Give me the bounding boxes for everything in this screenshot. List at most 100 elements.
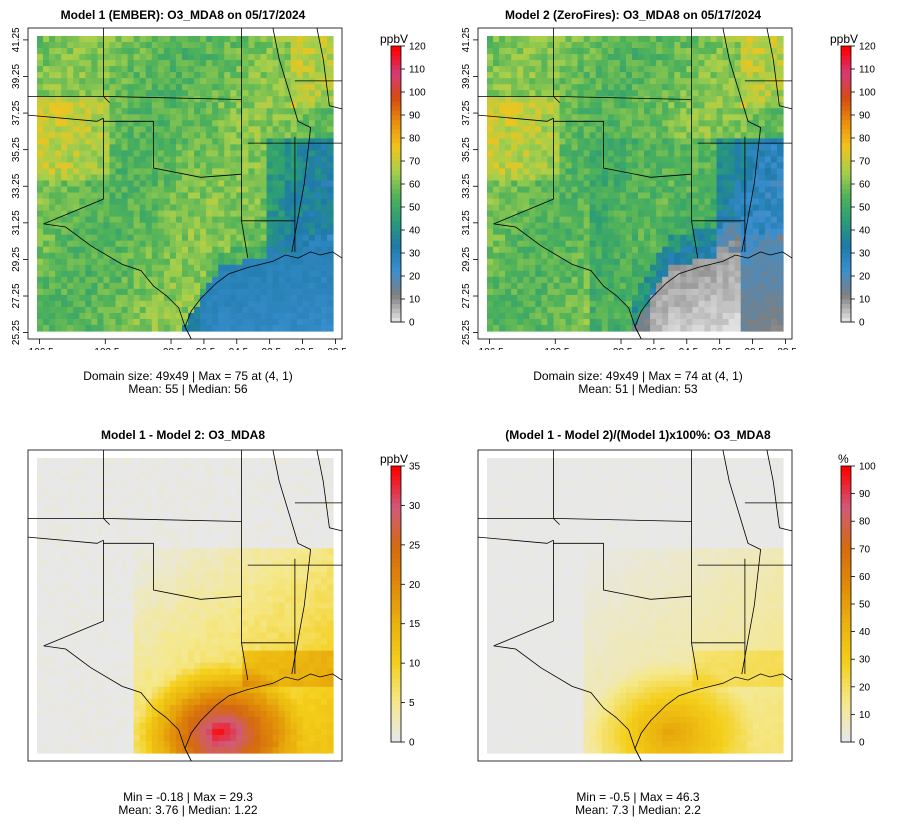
heatmap-cell <box>547 300 555 308</box>
heatmap-cell <box>595 222 603 230</box>
heatmap-cell <box>776 204 784 212</box>
heatmap-cell <box>61 324 68 332</box>
heatmap-cell <box>656 180 663 188</box>
heatmap-cell <box>601 156 609 164</box>
heatmap-cell <box>722 192 730 200</box>
heatmap-cell <box>115 186 123 194</box>
heatmap-cell <box>613 108 621 115</box>
heatmap-cell <box>734 324 742 332</box>
heatmap-cell <box>650 60 657 67</box>
heatmap-cell <box>716 270 724 278</box>
heatmap-cell <box>151 306 159 314</box>
heatmap-cell <box>589 192 597 200</box>
heatmap-cell <box>644 84 651 91</box>
heatmap-cell <box>758 270 766 278</box>
heatmap-cell <box>85 210 92 218</box>
heatmap-cell <box>67 174 74 182</box>
heatmap-cell <box>746 90 754 97</box>
heatmap-cell <box>638 84 645 91</box>
heatmap-cell <box>109 282 117 290</box>
heatmap-cell <box>517 72 524 79</box>
heatmap-cell <box>145 192 153 200</box>
heatmap-cell <box>758 312 766 320</box>
heatmap-cell <box>133 138 141 145</box>
heatmap-cell <box>740 108 748 115</box>
heatmap-cell <box>499 96 506 103</box>
heatmap-cell <box>674 222 681 230</box>
heatmap-cell <box>571 144 579 151</box>
heatmap-cell <box>547 162 555 170</box>
heatmap-cell <box>776 138 784 145</box>
heatmap-cell <box>97 324 105 332</box>
heatmap-cell <box>236 72 243 79</box>
heatmap-cell <box>278 270 286 278</box>
heatmap-cell <box>535 234 542 242</box>
heatmap-cell <box>541 324 549 332</box>
heatmap-cell <box>127 306 135 314</box>
heatmap-cell <box>254 90 262 97</box>
heatmap-cell <box>710 156 718 164</box>
heatmap-cell <box>656 114 663 121</box>
heatmap-cell <box>266 36 274 43</box>
heatmap-cell <box>487 180 494 188</box>
heatmap-cell <box>272 300 280 308</box>
heatmap-cell <box>571 150 579 158</box>
heatmap-cell <box>613 84 621 91</box>
heatmap-cell <box>127 84 135 91</box>
heatmap-cell <box>583 114 591 121</box>
heatmap-cell <box>97 282 105 290</box>
heatmap-cell <box>242 186 250 194</box>
heatmap-cell <box>206 108 213 115</box>
heatmap-cell <box>613 258 621 266</box>
heatmap-cell <box>188 186 195 194</box>
heatmap-cell <box>284 48 292 55</box>
heatmap-cell <box>487 84 494 91</box>
heatmap-cell <box>505 156 512 164</box>
heatmap-cell <box>79 102 86 109</box>
heatmap-cell <box>79 60 86 67</box>
heatmap-cell <box>613 72 621 79</box>
heatmap-cell <box>776 222 784 230</box>
heatmap-cell <box>157 48 165 55</box>
heatmap-cell <box>194 312 201 320</box>
heatmap-cell <box>619 240 627 248</box>
heatmap-cell <box>79 114 86 121</box>
heatmap-cell <box>740 60 748 67</box>
heatmap-cell <box>716 78 724 85</box>
heatmap-cell <box>151 282 159 290</box>
heatmap-cell <box>770 168 778 176</box>
heatmap-cell <box>728 198 736 206</box>
heatmap-cell <box>73 216 80 224</box>
heatmap-cell <box>260 48 268 55</box>
heatmap-cell <box>619 54 627 61</box>
heatmap-cell <box>266 318 274 326</box>
heatmap-cell <box>638 252 645 260</box>
heatmap-cell <box>662 270 669 278</box>
heatmap-cell <box>218 210 225 218</box>
heatmap-cell <box>151 228 159 236</box>
heatmap-cell <box>314 270 322 278</box>
heatmap-cell <box>625 210 633 218</box>
heatmap-cell <box>188 138 195 145</box>
heatmap-cell <box>493 276 500 284</box>
heatmap-cell <box>698 270 706 278</box>
heatmap-cell <box>523 198 530 206</box>
heatmap-cell <box>752 168 760 176</box>
heatmap-cell <box>589 186 597 194</box>
heatmap-cell <box>272 66 280 73</box>
heatmap-cell <box>686 168 693 176</box>
heatmap-cell <box>523 210 530 218</box>
heatmap-cell <box>577 324 585 332</box>
heatmap-cell <box>662 72 669 79</box>
heatmap-cell <box>272 270 280 278</box>
panel1-stats-line1: Domain size: 49x49 | Max = 75 at (4, 1) <box>83 369 293 383</box>
heatmap-cell <box>115 120 123 127</box>
heatmap-cell <box>644 60 651 67</box>
heatmap-cell <box>73 150 80 158</box>
colorbar-segment <box>391 211 401 217</box>
heatmap-cell <box>188 192 195 200</box>
heatmap-cell <box>625 162 633 170</box>
heatmap-cell <box>686 258 693 266</box>
heatmap-cell <box>230 198 237 206</box>
heatmap-cell <box>218 300 225 308</box>
